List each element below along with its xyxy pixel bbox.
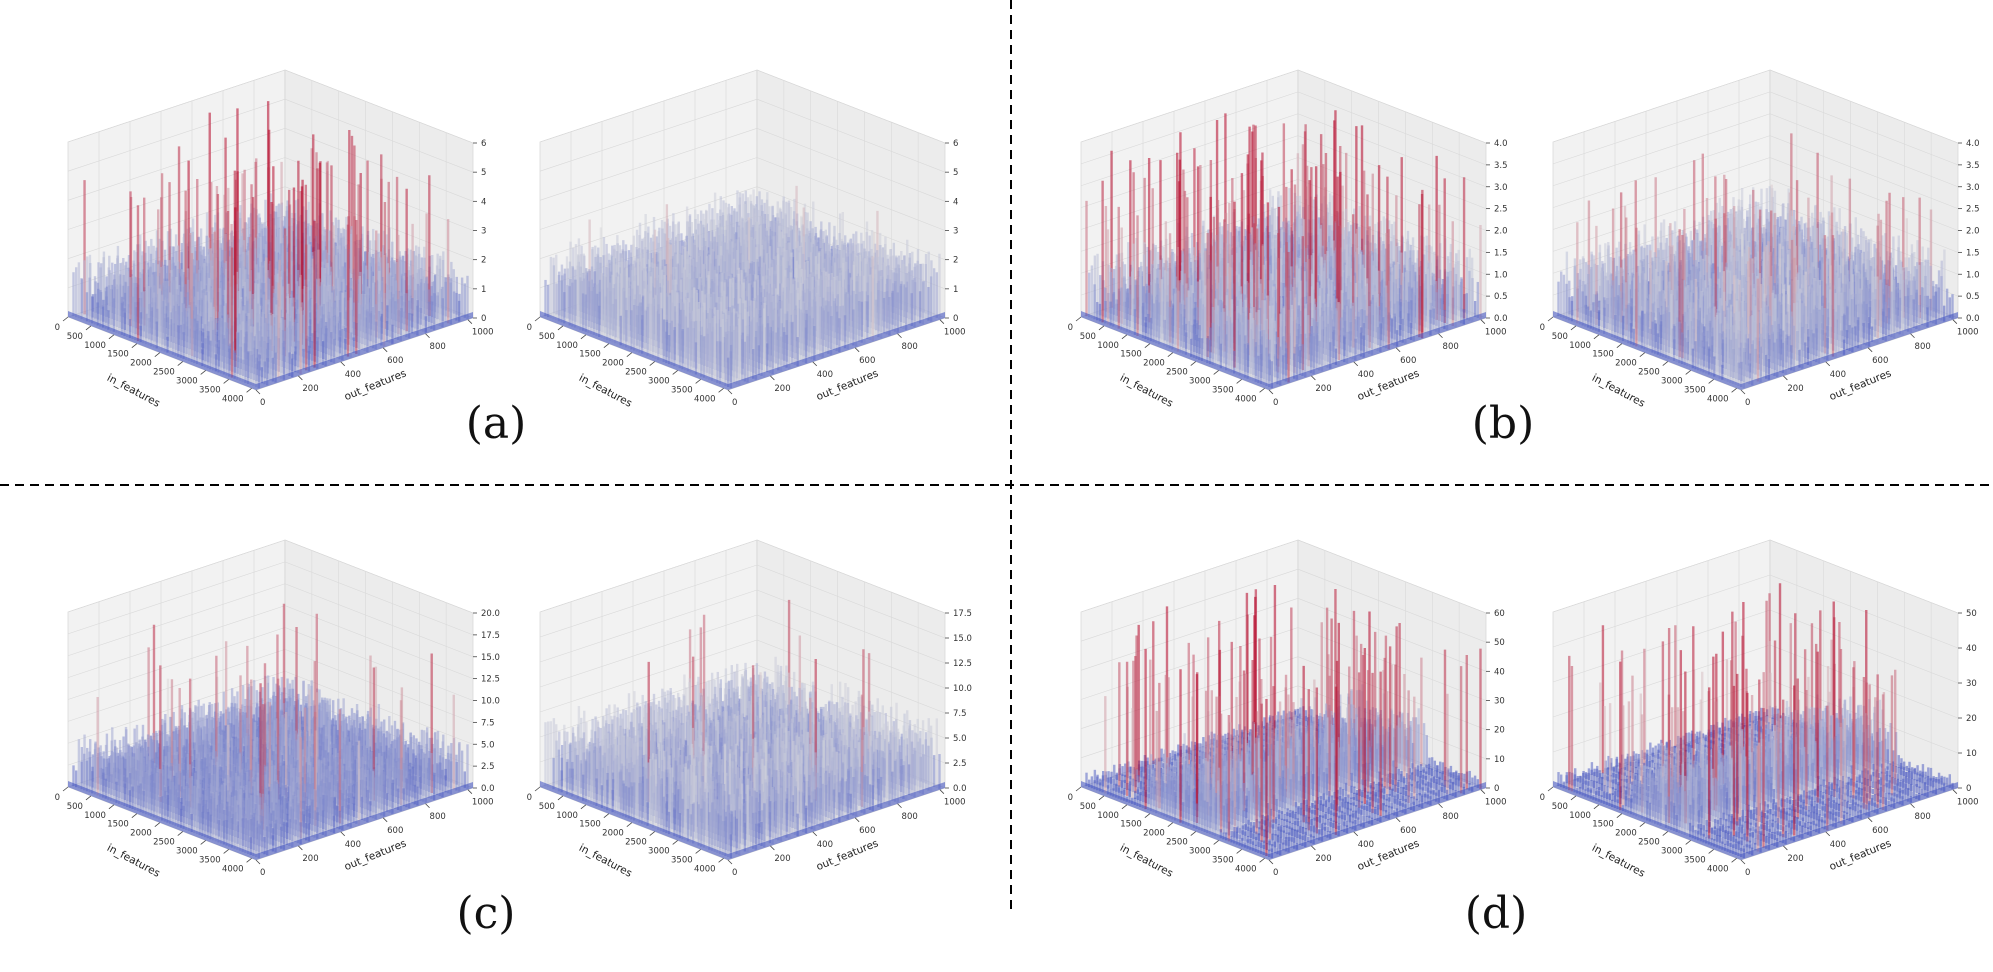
y-tick-label: 0 <box>260 398 265 408</box>
y-tick-label: 200 <box>302 384 318 394</box>
z-tick-label: 4 <box>481 197 486 207</box>
x-tick-label: 2500 <box>625 368 647 378</box>
z-tick-label: 1 <box>481 285 486 295</box>
z-tick-label: 0 <box>481 314 486 324</box>
z-tick-label: 3 <box>481 227 486 237</box>
z-tick-label: 2 <box>953 256 958 266</box>
y-tick-label: 600 <box>859 356 875 366</box>
surface-plot-a-left: 012345605001000150020002500300035004000i… <box>55 70 494 410</box>
plots-layer: 012345605001000150020002500300035004000i… <box>55 70 1980 880</box>
x-tick-label: 0 <box>527 323 532 333</box>
y-tick-label: 400 <box>345 370 361 380</box>
z-tick-label: 5 <box>481 168 486 178</box>
z-tick-label: 3 <box>953 227 958 237</box>
x-tick-label: 500 <box>67 332 83 342</box>
z-tick-label: 6 <box>481 139 486 149</box>
z-tick-label: 2 <box>481 256 486 266</box>
surface-plot-a-right: 012345605001000150020002500300035004000i… <box>527 70 966 410</box>
x-tick-label: 3000 <box>176 376 198 386</box>
y-tick-label: 800 <box>430 342 446 352</box>
x-tick-label: 1500 <box>107 350 129 360</box>
x-tick-label: 4000 <box>222 394 244 404</box>
z-tick-label: 1 <box>953 285 958 295</box>
y-tick-label: 600 <box>387 356 403 366</box>
x-tick-label: 1000 <box>84 341 106 351</box>
x-tick-label: 1000 <box>556 341 578 351</box>
z-tick-label: 0 <box>953 314 958 324</box>
y-tick-label: 0 <box>732 398 737 408</box>
y-tick-label: 400 <box>817 370 833 380</box>
y-tick-label: 200 <box>774 384 790 394</box>
x-axis-label: in_features <box>105 372 162 410</box>
x-tick-label: 3500 <box>199 385 221 395</box>
x-tick-label: 1500 <box>579 350 601 360</box>
y-tick-label: 1000 <box>472 328 494 338</box>
z-tick-label: 4 <box>953 197 958 207</box>
x-tick-label: 2000 <box>602 359 624 369</box>
x-tick-label: 2500 <box>153 368 175 378</box>
z-axis: 0 1 2 3 4 5 6 <box>945 139 958 324</box>
x-tick-label: 3500 <box>671 385 693 395</box>
x-tick-label: 3000 <box>648 376 670 386</box>
y-tick-label: 800 <box>902 342 918 352</box>
y-tick-label: 1000 <box>944 328 966 338</box>
x-tick-label: 500 <box>539 332 555 342</box>
figure: 012345605001000150020002500300035004000i… <box>0 0 1993 972</box>
x-tick-label: 2000 <box>130 359 152 369</box>
z-tick-label: 5 <box>953 168 958 178</box>
z-axis: 0 1 2 3 4 5 6 <box>473 139 486 324</box>
surface-plot-b-left: 0.00.51.01.52.02.53.03.54.00500100015002… <box>1068 70 1508 410</box>
x-tick-label: 4000 <box>694 394 716 404</box>
x-tick-label: 0 <box>55 323 60 333</box>
x-axis-label: in_features <box>577 372 634 410</box>
z-tick-label: 6 <box>953 139 958 149</box>
